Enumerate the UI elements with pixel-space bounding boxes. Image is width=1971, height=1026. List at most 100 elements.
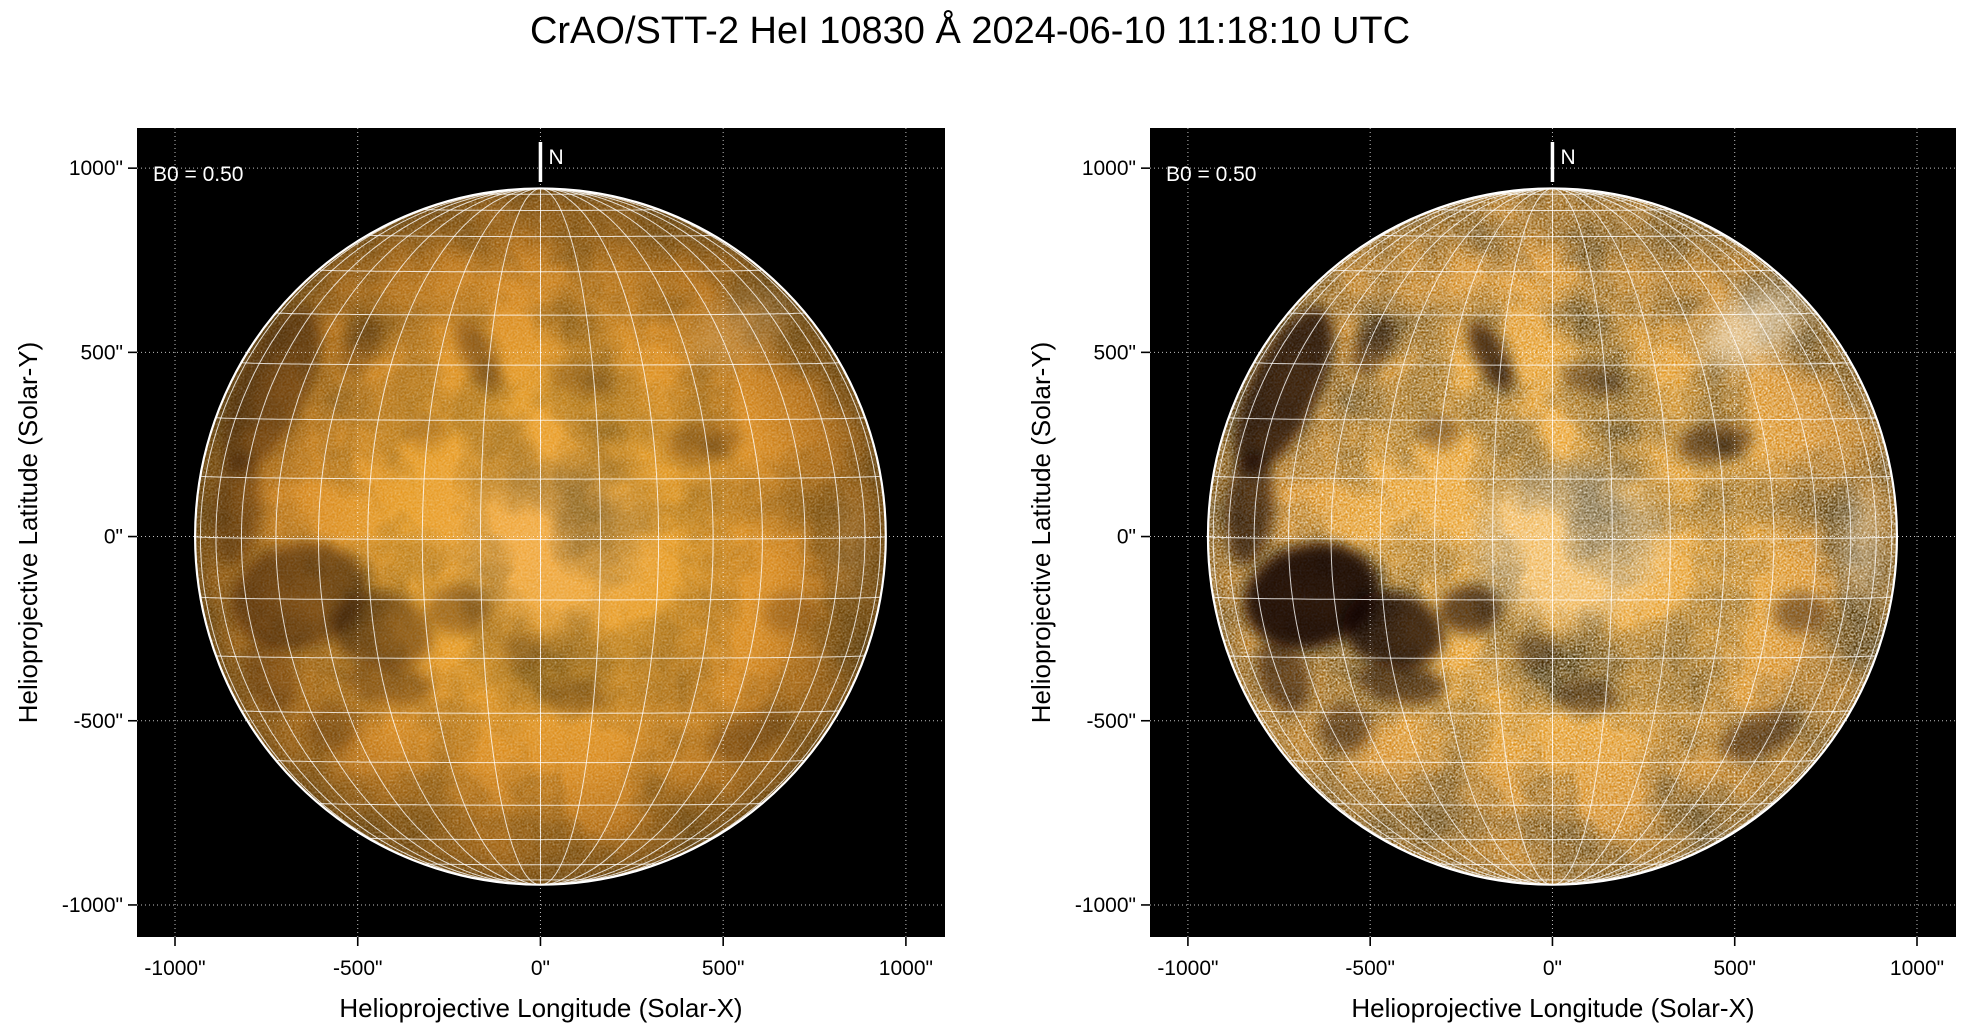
grid-meridian (1552, 188, 1817, 885)
dark-absorption-feature (1234, 307, 1334, 474)
dark-absorption-feature (665, 422, 741, 463)
grid-parallel (318, 802, 763, 806)
grid-parallel (1492, 193, 1613, 195)
x-tick-label: -500" (333, 957, 383, 980)
grid-meridian (275, 188, 541, 885)
dark-absorption-feature (1418, 414, 1460, 450)
grid-parallel (1212, 475, 1892, 480)
dark-absorption-feature (426, 585, 489, 635)
x-tick-label: -500" (1345, 957, 1395, 980)
north-marker-label: N (1560, 146, 1575, 169)
dark-absorption-feature (709, 709, 787, 761)
grid-parallel (318, 269, 763, 273)
grid-parallel (1208, 536, 1897, 541)
grid-meridian (215, 188, 541, 885)
y-axis-label: Helioprojective Latitude (Solar-Y) (1026, 342, 1056, 724)
heliographic-grid (1208, 188, 1897, 885)
grid-parallel (1288, 759, 1817, 764)
axis-ticks (128, 167, 907, 946)
dark-absorption-feature (211, 453, 262, 565)
grid-parallel (241, 362, 840, 366)
grid-meridian (540, 188, 601, 885)
dark-absorption-feature (221, 307, 321, 474)
y-tick-label: 500" (1094, 341, 1137, 364)
panel-left: B0 = 0.50 N -1000" -500" 0" 500" 1000" 1000" 500… (13, 128, 945, 1023)
grid-meridian (480, 188, 541, 885)
dark-absorption-feature (1467, 320, 1514, 391)
y-tick-label: 0" (1117, 526, 1136, 549)
grid-meridian (1228, 188, 1553, 885)
grid-parallel (1331, 802, 1774, 806)
dark-absorption-feature (1555, 679, 1618, 715)
y-tick-label: -1000" (1075, 894, 1136, 917)
grid-meridian (1288, 188, 1553, 885)
grid-parallel (1288, 312, 1817, 316)
y-tick-label: -1000" (62, 894, 123, 917)
grid-parallel (1434, 209, 1671, 211)
grid-meridian (1492, 188, 1553, 885)
grid-meridian (367, 188, 541, 885)
x-tick-label: 500" (702, 957, 745, 980)
grid-meridian (540, 188, 660, 885)
x-tick-label: 1000" (879, 957, 933, 980)
dark-absorption-feature (1438, 585, 1501, 635)
grid-parallel (480, 193, 601, 195)
y-tick-label: 1000" (69, 157, 123, 180)
dark-absorption-feature (330, 591, 433, 670)
dark-absorption-feature (551, 363, 613, 397)
grid-meridian (1253, 188, 1553, 885)
dark-absorption-feature (761, 592, 817, 635)
grid-meridian (1552, 188, 1852, 885)
figure-title: CrAO/STT-2 HeI 10830 Å 2024-06-10 11:18:… (529, 10, 1411, 52)
x-tick-label: 0" (1543, 957, 1562, 980)
grid-meridian (1212, 188, 1553, 885)
grid-parallel (421, 209, 659, 211)
grid-parallel (367, 837, 713, 841)
grid-parallel (275, 759, 805, 764)
heliographic-grid (195, 188, 886, 885)
y-axis-label: Helioprojective Latitude (Solar-Y) (13, 342, 43, 724)
dark-absorption-feature (1356, 661, 1446, 705)
dark-absorption-feature (1720, 709, 1798, 761)
y-tick-label: 0" (104, 526, 123, 549)
north-marker-label: N (548, 146, 563, 169)
y-tick-label: 1000" (1082, 157, 1136, 180)
dark-absorption-feature (1224, 453, 1274, 565)
dark-absorption-feature (1772, 592, 1829, 635)
dark-absorption-feature (1318, 703, 1374, 753)
x-tick-label: 0" (531, 957, 550, 980)
grid-meridian (240, 188, 541, 885)
grid-meridian (199, 188, 541, 885)
grid-parallel (1228, 655, 1877, 659)
grid-meridian (540, 188, 841, 885)
dark-absorption-feature (1563, 363, 1625, 397)
grid-meridian (1552, 188, 1775, 885)
grid-meridian (1552, 188, 1726, 885)
grid-parallel (1492, 878, 1613, 881)
grid-parallel (480, 878, 601, 881)
dark-absorption-feature (705, 441, 721, 451)
dark-absorption-feature (305, 703, 361, 753)
x-axis-label: Helioprojective Longitude (Solar-X) (339, 993, 742, 1023)
axis-ticks (1141, 167, 1918, 946)
dark-absorption-feature (499, 634, 548, 669)
b0-annotation: B0 = 0.50 (1166, 163, 1257, 186)
grid-parallel (1254, 710, 1851, 714)
grid-meridian (540, 188, 866, 885)
grid-parallel (216, 655, 865, 659)
grid-meridian (1552, 188, 1893, 885)
dark-absorption-feature (543, 679, 606, 715)
x-axis-label: Helioprojective Longitude (Solar-X) (1351, 993, 1754, 1023)
grid-meridian (1379, 188, 1553, 885)
y-tick-label: -500" (1087, 710, 1137, 733)
dark-absorption-feature (343, 661, 434, 705)
grid-meridian (421, 188, 541, 885)
grid-meridian (540, 188, 763, 885)
x-tick-label: -1000" (1157, 957, 1218, 980)
grid-parallel (241, 710, 840, 714)
dark-absorption-feature (405, 414, 448, 450)
y-tick-label: -500" (74, 710, 124, 733)
grid-meridian (1552, 188, 1671, 885)
